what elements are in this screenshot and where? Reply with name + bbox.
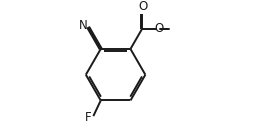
Text: F: F	[84, 111, 91, 124]
Text: O: O	[154, 22, 163, 35]
Text: O: O	[138, 0, 147, 13]
Text: N: N	[79, 19, 87, 32]
